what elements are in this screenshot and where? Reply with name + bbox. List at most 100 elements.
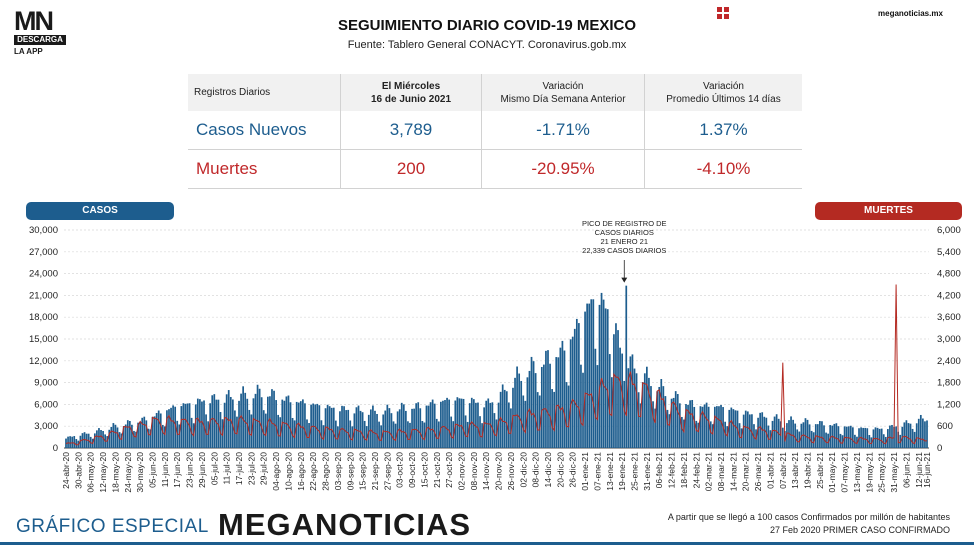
casos-bar [798, 431, 801, 448]
right-tick-label: 4,200 [937, 290, 961, 301]
casos-bar [668, 414, 671, 448]
casos-bar [687, 404, 689, 448]
right-tick-label: 3,000 [937, 334, 961, 345]
casos-bar [596, 365, 599, 448]
casos-bar [256, 384, 259, 448]
peak-annotation-line: CASOS DIARIOS [595, 228, 654, 237]
x-tick-label: 21-oct-20 [432, 452, 442, 488]
casos-bar [796, 429, 799, 448]
x-tick-label: 30-abr-20 [73, 452, 83, 489]
casos-bar [81, 433, 84, 448]
casos-bar [400, 402, 403, 448]
casos-bar [363, 420, 366, 448]
x-tick-label: 08-mar-21 [716, 452, 726, 491]
casos-bar [93, 433, 96, 448]
casos-bar [227, 390, 230, 448]
casos-bar [437, 421, 440, 448]
casos-bar [196, 398, 199, 448]
header-date: El Miércoles 16 de Junio 2021 [340, 74, 482, 111]
casos-bar [355, 407, 358, 448]
logo[interactable]: MN DESCARGA LA APP [14, 8, 66, 56]
casos-bar [448, 399, 450, 448]
casos-bar [613, 334, 615, 448]
casos-bar [917, 418, 920, 448]
casos-bar [757, 417, 759, 448]
casos-bar [475, 402, 477, 448]
casos-bar [149, 429, 152, 448]
casos-bar [359, 410, 362, 448]
casos-bar [108, 429, 111, 448]
x-tick-label: 25-ene-21 [630, 452, 640, 491]
casos-bar [277, 414, 280, 448]
casos-bar [833, 423, 836, 448]
casos-bar [357, 405, 360, 448]
casos-bar [378, 421, 380, 448]
casos-bar [444, 400, 446, 448]
casos-bar [172, 405, 174, 448]
casos-bar [429, 402, 432, 448]
casos-bar [291, 417, 294, 448]
casos-bar [569, 339, 572, 448]
x-tick-label: 26-dic-20 [568, 452, 578, 488]
x-tick-label: 12-feb-21 [667, 452, 677, 489]
casos-bar [458, 398, 461, 448]
casos-bar [627, 368, 630, 448]
casos-bar [604, 308, 607, 448]
casos-bar [854, 434, 856, 448]
casos-bar [100, 430, 102, 448]
table-row-casos: Casos Nuevos 3,789 -1.71% 1.37% [188, 111, 802, 150]
casos-bar [297, 402, 300, 448]
x-tick-label: 08-dic-20 [531, 452, 541, 488]
casos-bar [435, 418, 438, 448]
x-tick-label: 09-sep-20 [345, 452, 355, 491]
casos-bar [538, 395, 541, 448]
x-tick-label: 31-ene-21 [642, 452, 652, 491]
site-link[interactable]: meganoticias.mx [878, 9, 943, 18]
x-tick-label: 04-ago-20 [271, 452, 281, 491]
footer-brand: MEGANOTICIAS [218, 507, 472, 542]
casos-bar [878, 428, 881, 448]
casos-bar [413, 408, 415, 448]
casos-bar [178, 424, 181, 448]
casos-bar [716, 406, 718, 448]
casos-bar [287, 395, 290, 448]
casos-bar [839, 433, 842, 448]
left-tick-label: 30,000 [29, 225, 58, 236]
x-tick-label: 01-may-21 [827, 452, 837, 493]
casos-bar [919, 414, 922, 448]
casos-bar [691, 399, 694, 448]
casos-bar [194, 404, 197, 448]
casos-bar [485, 400, 488, 448]
casos-bar [705, 402, 708, 448]
casos-bar [166, 410, 168, 448]
casos-bar [258, 388, 261, 448]
casos-bar [545, 350, 547, 448]
grid-icon[interactable] [717, 7, 729, 19]
casos-bar [808, 424, 811, 448]
x-tick-label: 11-jun-20 [160, 452, 170, 488]
casos-bar [151, 416, 154, 448]
right-tick-label: 5,400 [937, 247, 961, 258]
casos-bar [586, 303, 588, 448]
x-tick-label: 06-feb-21 [654, 452, 664, 489]
right-tick-label: 1,800 [937, 378, 961, 389]
x-tick-label: 15-sep-20 [358, 452, 368, 491]
x-tick-label: 07-abr-21 [778, 452, 788, 489]
casos-bar [219, 412, 222, 448]
casos-bar [396, 411, 399, 448]
casos-bar [225, 394, 228, 448]
casos-bar [874, 427, 877, 448]
peak-annotation-line: 22,339 CASOS DIARIOS [582, 246, 666, 255]
casos-bar [316, 403, 319, 448]
casos-bar [314, 404, 317, 448]
casos-bar [275, 400, 277, 448]
casos-bar [602, 299, 605, 448]
casos-bar [483, 407, 485, 448]
casos-bar [759, 412, 762, 448]
x-tick-label: 17-jul-20 [234, 452, 244, 485]
casos-bar [69, 436, 71, 448]
casos-bar [786, 423, 788, 448]
casos-bar [155, 413, 158, 448]
casos-bar [573, 328, 576, 448]
casos-bar [211, 395, 214, 448]
